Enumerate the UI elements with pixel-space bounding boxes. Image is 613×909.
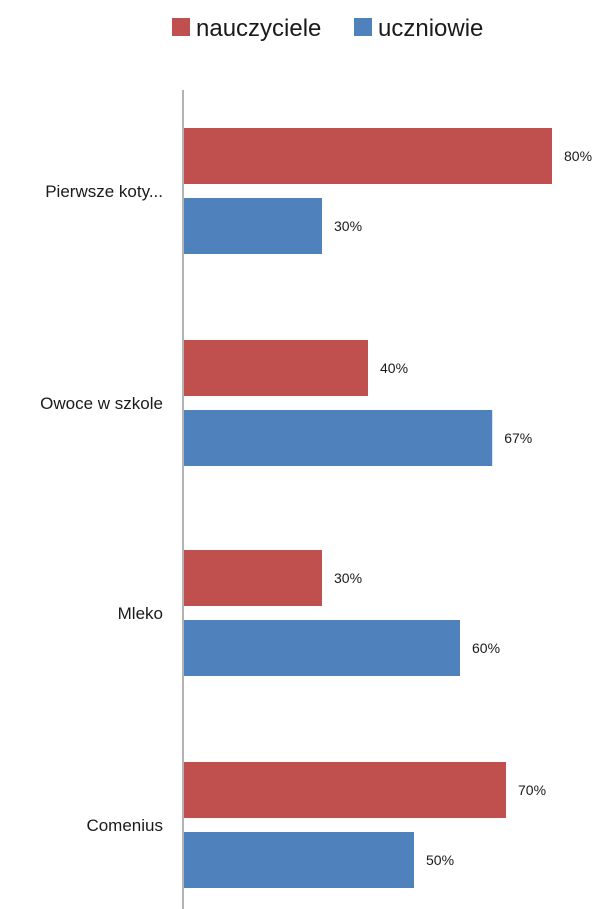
data-label-uczniowie-pierwsze-koty: 30% — [334, 218, 362, 234]
category-label-pierwsze-koty: Pierwsze koty... — [45, 182, 163, 201]
bar-uczniowie-comenius — [184, 832, 414, 888]
bar-nauczyciele-owoce-w-szkole — [184, 340, 368, 396]
bar-nauczyciele-comenius — [184, 762, 506, 818]
data-label-nauczyciele-owoce-w-szkole: 40% — [380, 360, 408, 376]
legend-label-uczniowie: uczniowie — [378, 15, 483, 42]
bar-nauczyciele-pierwsze-koty — [184, 128, 552, 184]
data-label-nauczyciele-mleko: 30% — [334, 570, 362, 586]
data-label-uczniowie-comenius: 50% — [426, 852, 454, 868]
bars-layer: 80% 30% 40% 67% 30% 60% 70% 50% — [184, 128, 592, 888]
category-label-mleko: Mleko — [118, 604, 163, 623]
legend-swatch-nauczyciele — [172, 18, 190, 36]
category-label-owoce-w-szkole: Owoce w szkole — [40, 394, 163, 413]
bar-uczniowie-owoce-w-szkole — [184, 410, 493, 466]
legend: nauczyciele uczniowie — [172, 15, 483, 42]
category-labels: Pierwsze koty... Owoce w szkole Mleko Comen… — [40, 182, 163, 835]
legend-label-nauczyciele: nauczyciele — [196, 15, 321, 42]
data-label-uczniowie-mleko: 60% — [472, 640, 500, 656]
data-label-nauczyciele-pierwsze-koty: 80% — [564, 148, 592, 164]
data-label-nauczyciele-comenius: 70% — [518, 782, 546, 798]
category-label-comenius: Comenius — [86, 816, 163, 835]
bar-uczniowie-pierwsze-koty — [184, 198, 322, 254]
bar-nauczyciele-mleko — [184, 550, 322, 606]
bar-uczniowie-mleko — [184, 620, 460, 676]
legend-swatch-uczniowie — [354, 18, 372, 36]
data-label-uczniowie-owoce-w-szkole: 67% — [504, 430, 532, 446]
